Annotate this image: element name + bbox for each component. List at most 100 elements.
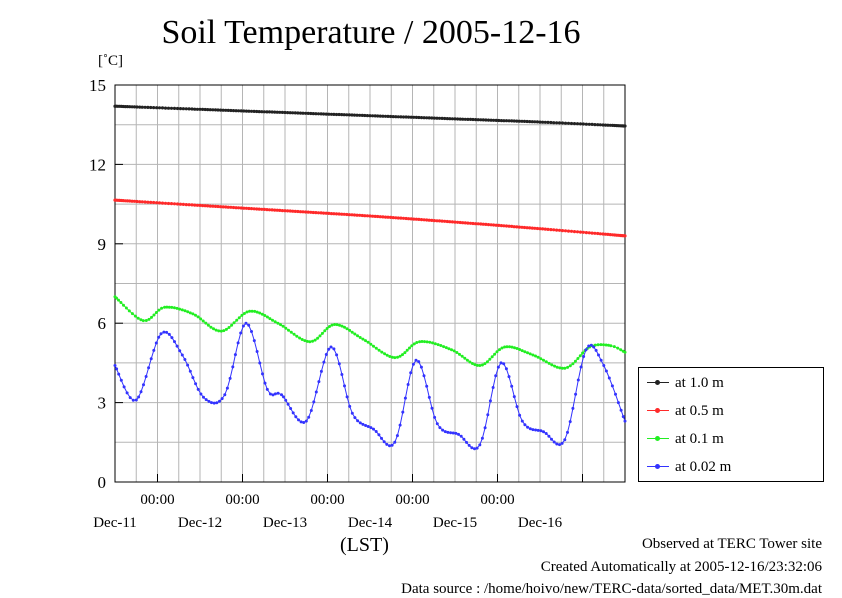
data-point (240, 313, 244, 317)
data-point (348, 328, 352, 332)
data-point (372, 344, 375, 348)
data-point (528, 120, 532, 124)
data-point (386, 114, 390, 118)
data-point (293, 111, 297, 115)
data-point (513, 346, 516, 350)
data-point (517, 119, 522, 123)
data-point (284, 326, 288, 330)
data-point (332, 212, 336, 216)
data-point (468, 360, 472, 364)
data-point (297, 418, 300, 422)
data-point (345, 113, 349, 117)
data-point (446, 430, 450, 434)
data-point (623, 350, 627, 354)
data-point (311, 210, 315, 215)
data-point (383, 215, 388, 219)
data-point (531, 353, 535, 357)
data-point (252, 339, 256, 343)
data-point (528, 352, 532, 356)
data-point (291, 209, 295, 213)
footer-source: Data source : /home/hoivo/new/TERC-data/… (401, 581, 822, 597)
data-point (555, 228, 559, 232)
data-point (165, 330, 169, 334)
data-point (619, 348, 623, 352)
data-point (350, 411, 354, 415)
data-point (534, 428, 538, 432)
data-point (334, 112, 339, 117)
data-point (361, 337, 365, 341)
data-point (298, 210, 303, 214)
data-point (476, 118, 480, 122)
data-point (353, 332, 357, 336)
data-point (289, 407, 293, 410)
data-point (275, 110, 279, 114)
data-point (366, 340, 370, 344)
data-point (322, 211, 326, 215)
data-point (470, 362, 474, 365)
legend: at 1.0 m at 0.5 m at 0.1 m at 0.02 m (638, 367, 824, 482)
data-point (258, 361, 262, 365)
data-point (142, 383, 145, 387)
data-point (538, 120, 542, 124)
data-point (166, 201, 171, 206)
data-point (471, 117, 475, 122)
data-point (130, 199, 134, 203)
data-point (160, 201, 165, 205)
data-point (466, 117, 470, 121)
data-point (117, 372, 121, 376)
data-point (303, 339, 307, 343)
data-point (484, 222, 488, 226)
data-point (248, 309, 252, 313)
data-point (534, 354, 537, 358)
data-point (276, 321, 280, 325)
data-point (536, 355, 540, 359)
data-point (149, 200, 153, 204)
data-point (337, 212, 341, 216)
data-point (475, 446, 479, 450)
data-point (239, 206, 243, 210)
data-point (198, 203, 202, 207)
data-point (388, 355, 392, 358)
data-point (311, 112, 315, 116)
data-point (234, 206, 238, 210)
data-point (425, 116, 429, 120)
data-point (544, 360, 548, 364)
data-point (175, 202, 180, 206)
data-point (578, 354, 582, 358)
data-point (398, 354, 402, 358)
data-point (319, 211, 323, 215)
data-point (507, 224, 511, 228)
data-point (589, 343, 593, 347)
data-point (523, 350, 527, 354)
data-point (432, 116, 436, 120)
data-point (244, 206, 248, 210)
x-date-label: Dec-12 (178, 515, 222, 531)
data-point (560, 229, 565, 233)
data-point (453, 117, 457, 121)
data-point (510, 224, 514, 228)
data-point (163, 305, 167, 309)
data-point (305, 339, 309, 343)
data-point (306, 111, 310, 115)
data-point (231, 109, 236, 113)
data-point (394, 115, 398, 119)
data-point (332, 112, 336, 116)
data-point (312, 400, 316, 404)
data-point (512, 395, 516, 399)
legend-marker (647, 434, 669, 444)
data-point (327, 211, 331, 215)
data-point (311, 339, 314, 343)
data-point (441, 428, 445, 432)
data-point (395, 434, 399, 438)
data-point (453, 220, 457, 224)
data-point (417, 115, 421, 120)
data-point (128, 199, 132, 203)
data-point (443, 116, 447, 121)
data-point (568, 364, 572, 368)
data-point (558, 443, 561, 447)
data-point (343, 325, 346, 329)
data-point (430, 218, 434, 222)
data-point (399, 115, 403, 119)
data-point (146, 105, 150, 109)
data-point (458, 220, 462, 225)
